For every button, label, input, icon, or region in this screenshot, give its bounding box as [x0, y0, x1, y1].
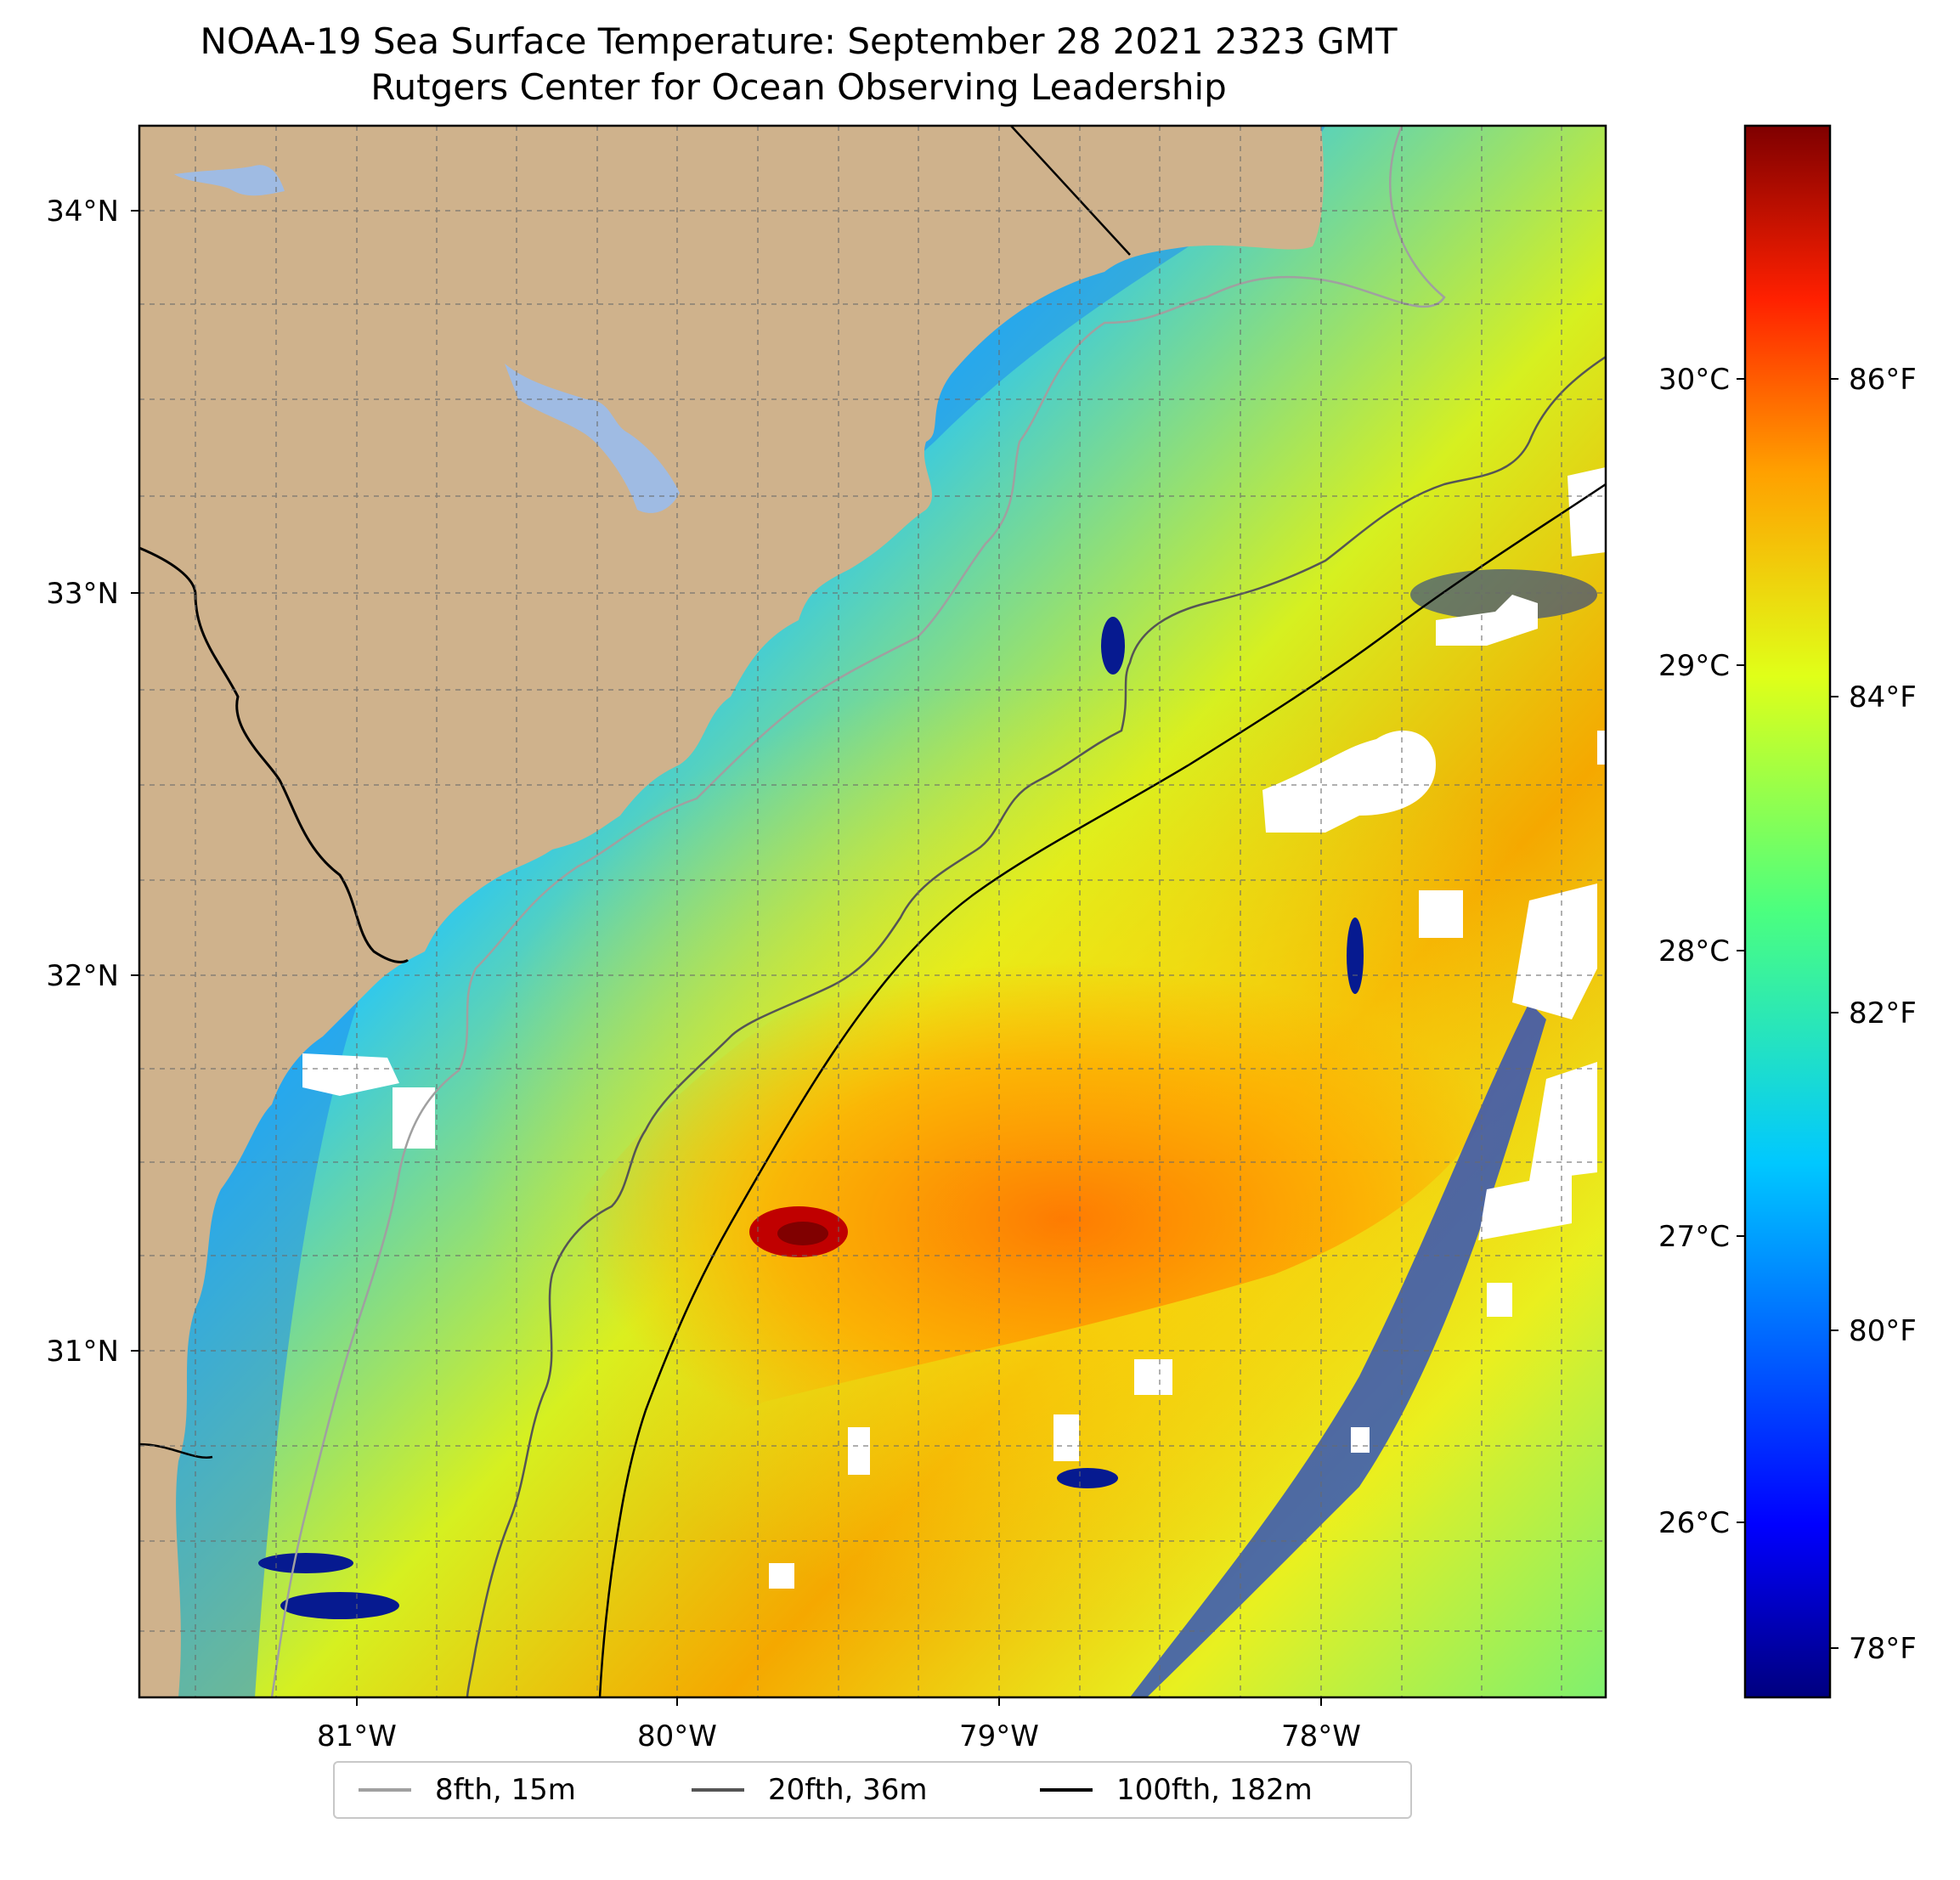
legend-swatch-8fth — [359, 1788, 411, 1792]
lon-label-81w: 81°W — [317, 1719, 397, 1753]
colorbar-label-82f: 82°F — [1849, 996, 1917, 1030]
map-frame — [138, 124, 1607, 1699]
legend-item-8fth: 8fth, 15m — [359, 1763, 576, 1817]
legend-swatch-100fth — [1040, 1788, 1093, 1792]
cool-filament — [1057, 1468, 1118, 1488]
cool-offshore-streak — [1130, 1002, 1546, 1697]
cool-filament — [258, 1553, 353, 1573]
isobath-100fth — [598, 483, 1606, 1697]
lat-label-34n: 34°N — [46, 195, 119, 229]
graticule — [139, 126, 1606, 1697]
lon-label-79w: 79°W — [959, 1719, 1039, 1753]
land-mass — [139, 126, 1324, 1697]
cloud-patch — [1419, 890, 1463, 938]
legend-item-20fth: 20fth, 36m — [692, 1763, 928, 1817]
colorbar-label-80f: 80°F — [1849, 1314, 1917, 1348]
map-title: NOAA-19 Sea Surface Temperature: Septemb… — [200, 20, 1398, 62]
lake — [505, 364, 680, 513]
cloud-patch — [1487, 1283, 1512, 1317]
isobath-8fth — [270, 126, 1446, 1697]
legend-item-100fth: 100fth, 182m — [1040, 1763, 1313, 1817]
lon-ticks — [356, 1697, 1322, 1706]
lon-label-78w: 78°W — [1281, 1719, 1361, 1753]
colorbar-label-26c: 26°C — [1658, 1506, 1730, 1540]
lake — [174, 165, 285, 196]
cool-filament — [1347, 917, 1364, 994]
colorbar-label-27c: 27°C — [1658, 1220, 1730, 1254]
colorbar-label-86f: 86°F — [1849, 363, 1917, 397]
colorbar-label-78f: 78°F — [1849, 1632, 1917, 1666]
cloud-patch — [393, 1087, 435, 1149]
lat-label-31n: 31°N — [46, 1335, 119, 1369]
colorbar-label-28c: 28°C — [1658, 934, 1730, 968]
map-plot-area — [139, 126, 1606, 1697]
legend-label-20fth: 20fth, 36m — [768, 1773, 928, 1807]
cloud-patch — [1262, 731, 1436, 833]
cloud-patch — [1567, 467, 1606, 556]
cool-filament — [1101, 617, 1125, 675]
colorbar-label-30c: 30°C — [1658, 363, 1730, 397]
state-border — [1010, 126, 1131, 256]
lat-label-33n: 33°N — [46, 577, 119, 611]
cloud-patch — [1597, 731, 1606, 765]
cloud-patch — [1436, 595, 1538, 646]
colorbar-ticks — [1737, 378, 1839, 1649]
cloud-patch — [1134, 1359, 1172, 1395]
cloud-patch — [1053, 1414, 1079, 1461]
legend-swatch-20fth — [692, 1788, 744, 1792]
cloud-patch — [1529, 1062, 1597, 1181]
isobath-20fth — [466, 355, 1606, 1697]
hot-spot-core — [777, 1222, 828, 1245]
lat-label-32n: 32°N — [46, 959, 119, 993]
legend-label-8fth: 8fth, 15m — [435, 1773, 576, 1807]
isobath-legend: 8fth, 15m 20fth, 36m 100fth, 182m — [333, 1761, 1412, 1819]
lon-label-80w: 80°W — [637, 1719, 717, 1753]
colorbar-label-29c: 29°C — [1658, 649, 1730, 683]
cloud-patch — [1351, 1427, 1370, 1453]
state-border — [139, 1442, 213, 1459]
cool-filament — [280, 1592, 399, 1619]
cloud-patch — [302, 1053, 399, 1096]
cloud-patch — [769, 1563, 794, 1589]
lat-ticks — [131, 210, 139, 1352]
gulf-stream-core — [527, 910, 1503, 1426]
legend-label-100fth: 100fth, 182m — [1116, 1773, 1313, 1807]
map-subtitle: Rutgers Center for Ocean Observing Leade… — [370, 66, 1227, 108]
colorbar — [1743, 124, 1832, 1699]
cloud-patch — [848, 1427, 870, 1475]
colorbar-label-84f: 84°F — [1849, 680, 1917, 714]
cloud-patch — [1512, 884, 1597, 1019]
cloud-patch — [1478, 1172, 1572, 1240]
